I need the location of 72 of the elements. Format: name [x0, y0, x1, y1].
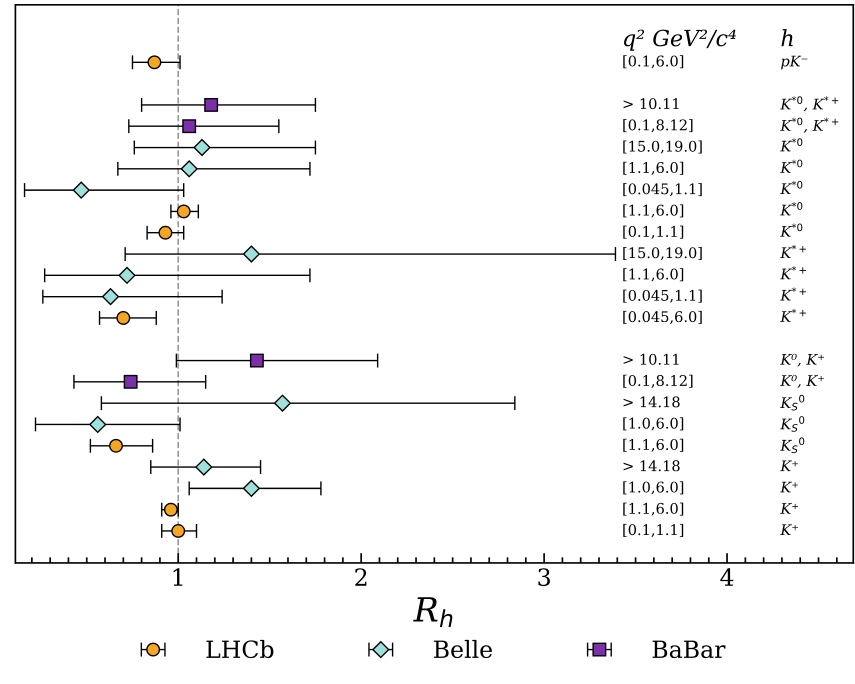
y-tick-label: > 14.18 — [624, 460, 680, 472]
point — [109, 438, 123, 453]
point — [195, 458, 212, 476]
point — [89, 416, 106, 434]
point — [176, 204, 191, 218]
point — [242, 245, 260, 263]
y-tick-label: [0.1,8.12] — [623, 374, 692, 388]
point — [102, 288, 120, 306]
point — [193, 138, 211, 156]
text: q² GeV²/c⁴ — [624, 30, 736, 51]
y-tick-label: [0.045,1.1] — [623, 183, 702, 196]
y2-tick-label: K⁺ — [780, 482, 798, 492]
point — [116, 311, 130, 325]
y2-tick-label: K⁺ — [780, 503, 798, 514]
y-tick-label: [1.1,6.0] — [623, 268, 684, 282]
legend-label: Belle — [434, 640, 492, 658]
y-tick-label: [0.045,1.1] — [623, 290, 702, 303]
point — [274, 394, 292, 412]
y2-tick-label: K$^{*0}$ — [780, 180, 802, 194]
x-axis-title: R$_{h}$ — [413, 597, 452, 627]
y2-tick-label: K$^{*+}$ — [780, 266, 806, 280]
point — [180, 160, 198, 178]
x-tick-label: 4 — [720, 568, 734, 586]
y2-tick-label: K$_{S}$$^{0}$ — [780, 416, 804, 432]
y-tick-label: > 10.11 — [624, 98, 679, 110]
y2-tick-label: K$^{*0}$ — [780, 160, 802, 173]
y2-tick-label: K$^{*0}$, K$^{*+}$ — [780, 118, 838, 133]
y2-tick-label: K$^{*0}$ — [780, 223, 802, 237]
y2-tick-label: K$^{*0}$ — [780, 138, 802, 152]
y-tick-label: [1.1,6.0] — [623, 204, 684, 218]
point — [118, 266, 136, 284]
legend-label: LHCb — [206, 640, 274, 658]
x-tick-label: 1 — [174, 568, 182, 586]
y2-tick-label: K$_{S}$$^{0}$ — [780, 394, 804, 410]
y-tick-label: [1.1,6.0] — [623, 162, 684, 175]
y2-tick-label: K$^{*0}$ — [780, 202, 802, 216]
y2-tick-label: K$^{*+}$ — [780, 287, 806, 301]
y2-tick-label: K$_{S}$$^{0}$ — [780, 437, 804, 454]
x-tick-label: 3 — [538, 568, 550, 586]
point — [124, 374, 138, 389]
y-tick-label: > 14.18 — [624, 396, 680, 408]
text: h — [781, 29, 793, 46]
point — [158, 226, 172, 240]
y2-tick-label: pK⁻ — [781, 56, 808, 70]
y2-tick-label: K⁺ — [780, 460, 798, 472]
y-tick-label: [1.0,6.0] — [623, 481, 684, 494]
y2-tick-label: K$^{*+}$ — [780, 308, 806, 322]
point — [242, 480, 260, 497]
y-tick-label: [0.1,1.1] — [623, 524, 684, 537]
y2-tick-label: K$^{*0}$, K$^{*+}$ — [780, 96, 838, 112]
point — [147, 55, 162, 70]
legend-label: BaBar — [652, 640, 726, 658]
point — [250, 354, 264, 368]
y-tick-label: [0.045,6.0] — [623, 310, 702, 324]
y-tick-label: [15.0,19.0] — [623, 246, 702, 260]
y2-tick-label: K⁰, K⁺ — [780, 354, 824, 367]
point — [72, 182, 90, 199]
y-tick-label: [0.1,8.12] — [623, 119, 692, 132]
y-tick-label: [0.1,1.1] — [623, 226, 684, 239]
y-tick-label: [15.0,19.0] — [623, 140, 702, 154]
y2-tick-label: K$^{*+}$ — [780, 244, 806, 258]
y2-tick-label: K⁰, K⁺ — [780, 375, 824, 388]
y-tick-label: > 10.11 — [624, 354, 679, 365]
y2-tick-label: K⁺ — [780, 524, 798, 535]
y-tick-label: [1.1,6.0] — [623, 438, 684, 452]
point — [204, 98, 218, 112]
x-tick-label: 2 — [355, 568, 366, 586]
y-tick-label: [1.1,6.0] — [623, 502, 684, 516]
point — [171, 524, 186, 538]
y-tick-label: [1.0,6.0] — [623, 417, 684, 430]
y-tick-label: [0.1,6.0] — [623, 55, 684, 68]
point — [182, 119, 196, 134]
